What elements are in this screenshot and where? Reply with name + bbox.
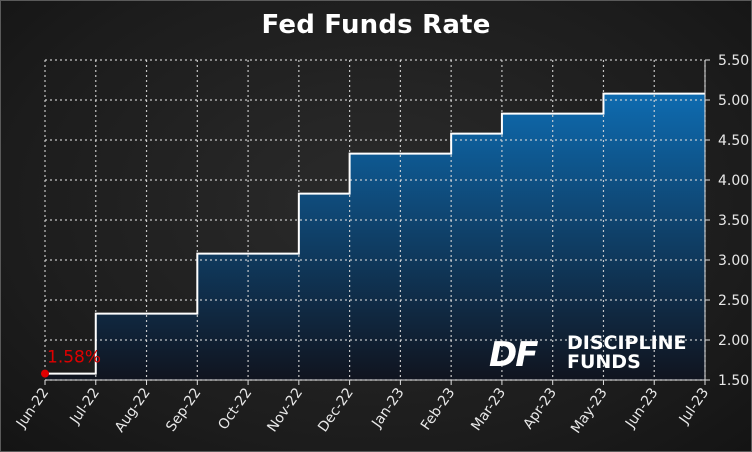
y-tick-label: 2.00 bbox=[718, 333, 749, 349]
logo-line2: FUNDS bbox=[567, 351, 641, 373]
y-tick-label: 1.50 bbox=[718, 373, 749, 389]
y-tick-label: 2.50 bbox=[718, 293, 749, 309]
x-tick-label: Nov-22 bbox=[264, 385, 306, 435]
x-tick-label: Sep-22 bbox=[163, 385, 204, 435]
x-tick-label: Jan-23 bbox=[368, 385, 407, 431]
y-tick-label: 5.00 bbox=[718, 93, 749, 109]
x-tick-label: Jul-22 bbox=[67, 385, 103, 428]
x-tick-label: Jun-23 bbox=[622, 385, 661, 432]
x-tick-label: Oct-22 bbox=[215, 385, 255, 433]
discipline-funds-logo: DF DISCIPLINE FUNDS bbox=[489, 332, 687, 375]
x-tick-label: Apr-23 bbox=[520, 385, 560, 432]
logo-line1: DISCIPLINE bbox=[567, 332, 687, 354]
x-tick-label: Feb-23 bbox=[418, 385, 458, 433]
logo-mark: DF bbox=[489, 335, 538, 375]
annotation-dot bbox=[41, 369, 49, 378]
y-tick-label: 5.50 bbox=[718, 53, 749, 69]
annotation-label: 1.58% bbox=[47, 348, 101, 368]
y-tick-label: 3.00 bbox=[718, 253, 749, 269]
rate-step-line bbox=[45, 92, 705, 375]
y-tick-label: 4.50 bbox=[718, 133, 749, 149]
chart-title: Fed Funds Rate bbox=[261, 10, 491, 40]
y-tick-label: 4.00 bbox=[718, 173, 749, 189]
x-tick-label: Aug-22 bbox=[112, 385, 154, 435]
rate-area bbox=[45, 93, 705, 380]
x-tick-label: May-23 bbox=[568, 385, 611, 436]
x-tick-label: Mar-23 bbox=[468, 385, 509, 434]
y-tick-label: 3.50 bbox=[718, 213, 749, 229]
x-tick-label: Jul-23 bbox=[676, 385, 712, 428]
x-tick-label: Jun-22 bbox=[13, 385, 52, 432]
x-tick-label: Dec-22 bbox=[315, 385, 357, 435]
